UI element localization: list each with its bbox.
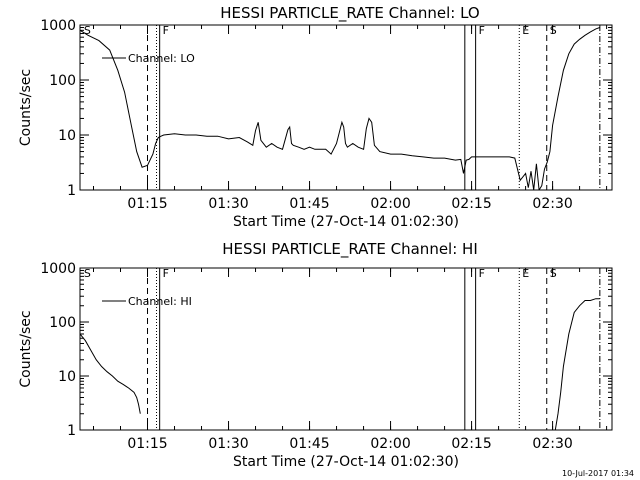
event-marker-label: E: [522, 24, 529, 37]
event-marker-label: S: [84, 24, 91, 37]
event-marker-label: F: [479, 24, 485, 37]
event-marker-label: E: [522, 267, 529, 280]
footer-timestamp: 10-Jul-2017 01:34: [561, 469, 634, 478]
y-tick-label: 10: [58, 369, 76, 385]
y-axis-label: Counts/sec: [18, 69, 34, 146]
x-tick-label: 01:30: [208, 436, 248, 452]
event-marker-label: F: [479, 267, 485, 280]
legend-label: Channel: LO: [128, 52, 195, 65]
x-tick-label: 02:00: [370, 196, 410, 212]
x-tick-label: 02:15: [451, 436, 491, 452]
x-tick-label: 01:30: [208, 196, 248, 212]
chart-title: HESSI PARTICLE_RATE Channel: LO: [220, 4, 479, 23]
y-tick-label: 1000: [40, 261, 76, 277]
y-tick-label: 100: [49, 315, 76, 331]
y-tick-label: 1: [67, 183, 76, 199]
plot-frame: [79, 267, 613, 431]
legend-label: Channel: HI: [128, 295, 192, 308]
event-marker-label: F: [163, 24, 169, 37]
x-tick-label: 01:45: [289, 436, 329, 452]
x-tick-label: 01:15: [127, 196, 167, 212]
x-tick-label: 01:45: [289, 196, 329, 212]
x-tick-label: 02:15: [451, 196, 491, 212]
chart-panel-1: HESSI PARTICLE_RATE Channel: HI 1 10 100 100…: [18, 240, 613, 470]
x-tick-label: 01:15: [127, 436, 167, 452]
x-axis-label: Start Time (27-Oct-14 01:02:30): [233, 214, 459, 230]
y-tick-label: 1000: [40, 18, 76, 34]
event-marker-label: S: [550, 24, 557, 37]
x-tick-label: 02:30: [532, 196, 572, 212]
x-tick-label: 02:00: [370, 436, 410, 452]
chart-panel-0: HESSI PARTICLE_RATE Channel: LO 1 10 100 100…: [18, 4, 613, 230]
series-line: [80, 27, 600, 190]
x-tick-label: 02:30: [532, 436, 572, 452]
y-tick-label: 10: [58, 128, 76, 144]
y-axis-label: Counts/sec: [18, 310, 34, 387]
plot-frame: [79, 24, 613, 191]
y-tick-label: 1: [67, 423, 76, 439]
event-marker-label: S: [84, 267, 91, 280]
chart-title: HESSI PARTICLE_RATE Channel: HI: [222, 240, 478, 259]
event-marker-label: S: [550, 267, 557, 280]
series-line: [80, 298, 600, 430]
x-axis-label: Start Time (27-Oct-14 01:02:30): [233, 454, 459, 470]
event-marker-label: F: [163, 267, 169, 280]
y-tick-label: 100: [49, 73, 76, 89]
